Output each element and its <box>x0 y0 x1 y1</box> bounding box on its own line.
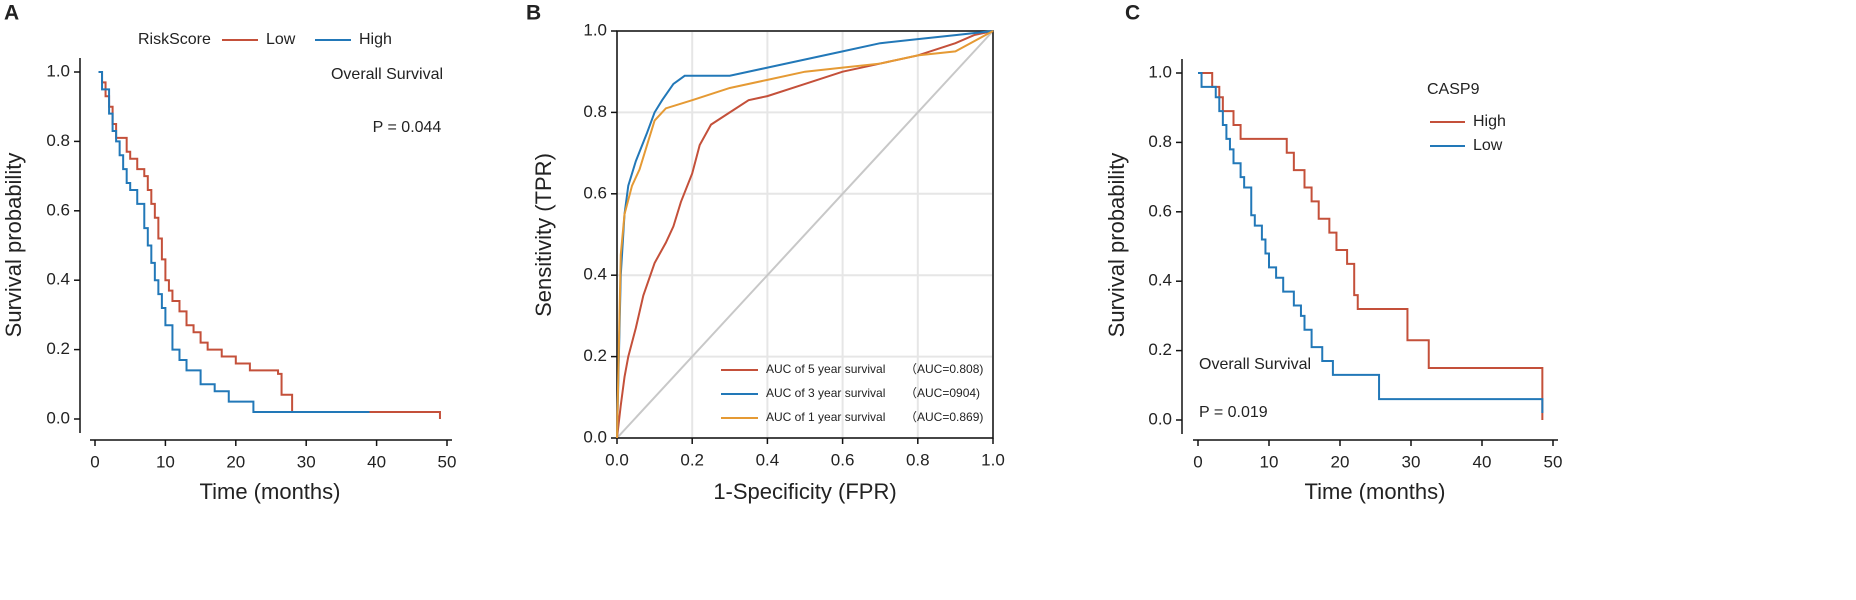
plot-frame <box>616 30 994 439</box>
panel-label: C <box>1125 2 1140 25</box>
legend-title: RiskScore <box>138 31 211 48</box>
y-tick-label: 1.0 <box>583 20 607 39</box>
x-tick-label: 10 <box>156 452 175 471</box>
annotation: P = 0.044 <box>373 119 442 136</box>
x-tick-label: 50 <box>1544 452 1563 471</box>
y-tick-label: 1.0 <box>1148 62 1172 81</box>
y-axis-title: Sensitivity (TPR) <box>531 153 556 317</box>
legend-label: High <box>359 31 392 48</box>
x-tick-label: 10 <box>1260 452 1279 471</box>
y-tick-label: 0.4 <box>1148 271 1172 290</box>
x-tick-label: 20 <box>226 452 245 471</box>
y-tick-label: 0.0 <box>46 408 70 427</box>
annotation: Overall Survival <box>331 66 443 83</box>
x-tick-label: 30 <box>1402 452 1421 471</box>
y-tick-label: 0.6 <box>583 183 607 202</box>
x-axis-title: Time (months) <box>200 479 341 504</box>
x-tick-label: 40 <box>1473 452 1492 471</box>
series-line <box>616 30 994 439</box>
series-line <box>98 71 370 414</box>
x-tick-label: 0.6 <box>831 450 855 469</box>
y-tick-label: 0.4 <box>583 265 607 284</box>
panel-label: A <box>4 2 19 25</box>
y-axis-title: Survival probability <box>1104 153 1129 338</box>
y-tick-label: 0.8 <box>1148 132 1172 151</box>
y-tick-label: 0.4 <box>46 270 70 289</box>
y-axis-title: Survival probability <box>1 153 26 338</box>
x-tick-label: 0 <box>90 452 99 471</box>
series-line <box>1198 72 1544 414</box>
x-tick-label: 30 <box>297 452 316 471</box>
y-tick-label: 0.8 <box>583 102 607 121</box>
x-tick-label: 40 <box>367 452 386 471</box>
x-tick-label: 1.0 <box>981 450 1005 469</box>
x-tick-label: 20 <box>1331 452 1350 471</box>
legend-label: AUC of 3 year survival <box>766 386 885 400</box>
y-tick-label: 0.2 <box>46 339 70 358</box>
annotation: P = 0.019 <box>1199 404 1268 421</box>
y-tick-label: 0.8 <box>46 131 70 150</box>
legend-label: AUC of 5 year survival <box>766 362 885 376</box>
legend-title: CASP9 <box>1427 81 1480 98</box>
x-tick-label: 0.8 <box>906 450 930 469</box>
legend-label: Low <box>1473 137 1503 154</box>
series-line <box>616 30 994 439</box>
x-tick-label: 0 <box>1193 452 1202 471</box>
x-tick-label: 50 <box>438 452 457 471</box>
y-tick-label: 0.6 <box>46 200 70 219</box>
legend-auc: （AUC=0.808) <box>905 362 983 376</box>
y-tick-label: 1.0 <box>46 61 70 80</box>
legend-auc: （AUC=0.869) <box>905 410 983 424</box>
x-axis-title: 1-Specificity (FPR) <box>713 479 896 504</box>
x-tick-label: 0.2 <box>680 450 704 469</box>
x-tick-label: 0.0 <box>605 450 629 469</box>
y-tick-label: 0.2 <box>1148 340 1172 359</box>
x-axis-title: Time (months) <box>1305 479 1446 504</box>
legend-auc: （AUC=0904) <box>905 386 980 400</box>
x-tick-label: 0.4 <box>756 450 780 469</box>
annotation: Overall Survival <box>1199 356 1311 373</box>
legend-label: High <box>1473 113 1506 130</box>
legend-label: AUC of 1 year survival <box>766 410 885 424</box>
legend-label: Low <box>266 31 296 48</box>
y-tick-label: 0.0 <box>583 427 607 446</box>
panel-label: B <box>526 2 541 25</box>
reference-diagonal <box>616 30 994 439</box>
y-tick-label: 0.6 <box>1148 201 1172 220</box>
y-tick-label: 0.2 <box>583 346 607 365</box>
y-tick-label: 0.0 <box>1148 409 1172 428</box>
